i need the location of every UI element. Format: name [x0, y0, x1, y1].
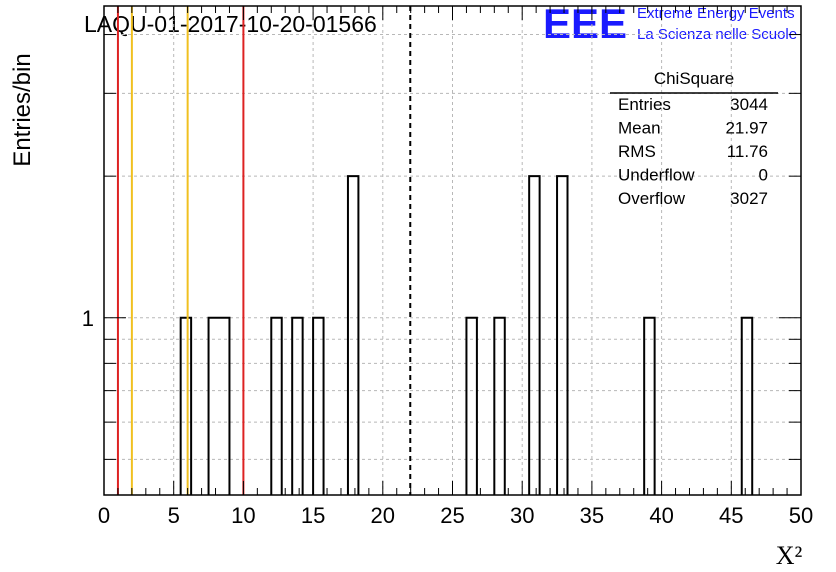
histogram-bin	[179, 316, 193, 495]
histogram-bin	[346, 175, 360, 495]
x-tick-label: 50	[789, 503, 813, 528]
histogram-bin	[643, 316, 656, 495]
stats-label: Underflow	[618, 166, 695, 185]
x-axis-label: X²	[776, 541, 803, 570]
x-tick-label: 15	[301, 503, 325, 528]
x-tick-label: 10	[231, 503, 255, 528]
y-axis-label: Entries/bin	[9, 53, 36, 166]
stats-label: RMS	[618, 142, 656, 161]
logo-line-1: Extreme Energy Events	[637, 5, 795, 22]
histogram-bin	[528, 175, 541, 495]
x-tick-label: 30	[510, 503, 534, 528]
x-tick-label: 35	[580, 503, 604, 528]
stats-value: 3027	[730, 189, 768, 208]
histogram-bin	[207, 316, 231, 495]
histogram-bin	[270, 316, 283, 495]
stats-value: 3044	[730, 95, 768, 114]
stats-box: ChiSquare Entries 3044 Mean 21.97 RMS 11.76 Un…	[610, 69, 778, 208]
histogram-bin	[291, 316, 304, 495]
histogram-bin	[465, 316, 478, 495]
tick-labels: 0 5 10 15 20 25 30 35 40 45 50 1	[82, 306, 813, 528]
chart-title: LAQU-01-2017-10-20-01566	[84, 11, 377, 37]
x-tick-label: 40	[649, 503, 673, 528]
eee-logo: EEE Extreme Energy Events La Scienza nel…	[543, 0, 797, 47]
x-tick-label: 5	[168, 503, 180, 528]
stats-label: Entries	[618, 95, 671, 114]
histogram-bin	[312, 316, 325, 495]
stats-label: Mean	[618, 119, 661, 138]
stats-value: 11.76	[727, 142, 768, 161]
stats-name: ChiSquare	[654, 69, 734, 88]
stats-label: Overflow	[618, 189, 686, 208]
axes	[103, 5, 802, 496]
y-tick-label: 1	[82, 306, 94, 331]
histogram-bin	[493, 316, 506, 495]
histogram-bin	[740, 316, 754, 495]
x-tick-label: 45	[719, 503, 743, 528]
x-tick-label: 25	[440, 503, 464, 528]
logo-mark: EEE	[543, 0, 627, 47]
marker-lines	[116, 6, 412, 495]
histogram-bins	[179, 175, 754, 495]
stats-value: 0	[759, 166, 768, 185]
histogram-bin	[556, 175, 569, 495]
stats-value: 21.97	[725, 119, 768, 138]
x-tick-label: 20	[371, 503, 395, 528]
stats-rows: Entries 3044 Mean 21.97 RMS 11.76 Underflow 0 Ov…	[618, 95, 768, 208]
x-tick-label: 0	[98, 503, 110, 528]
